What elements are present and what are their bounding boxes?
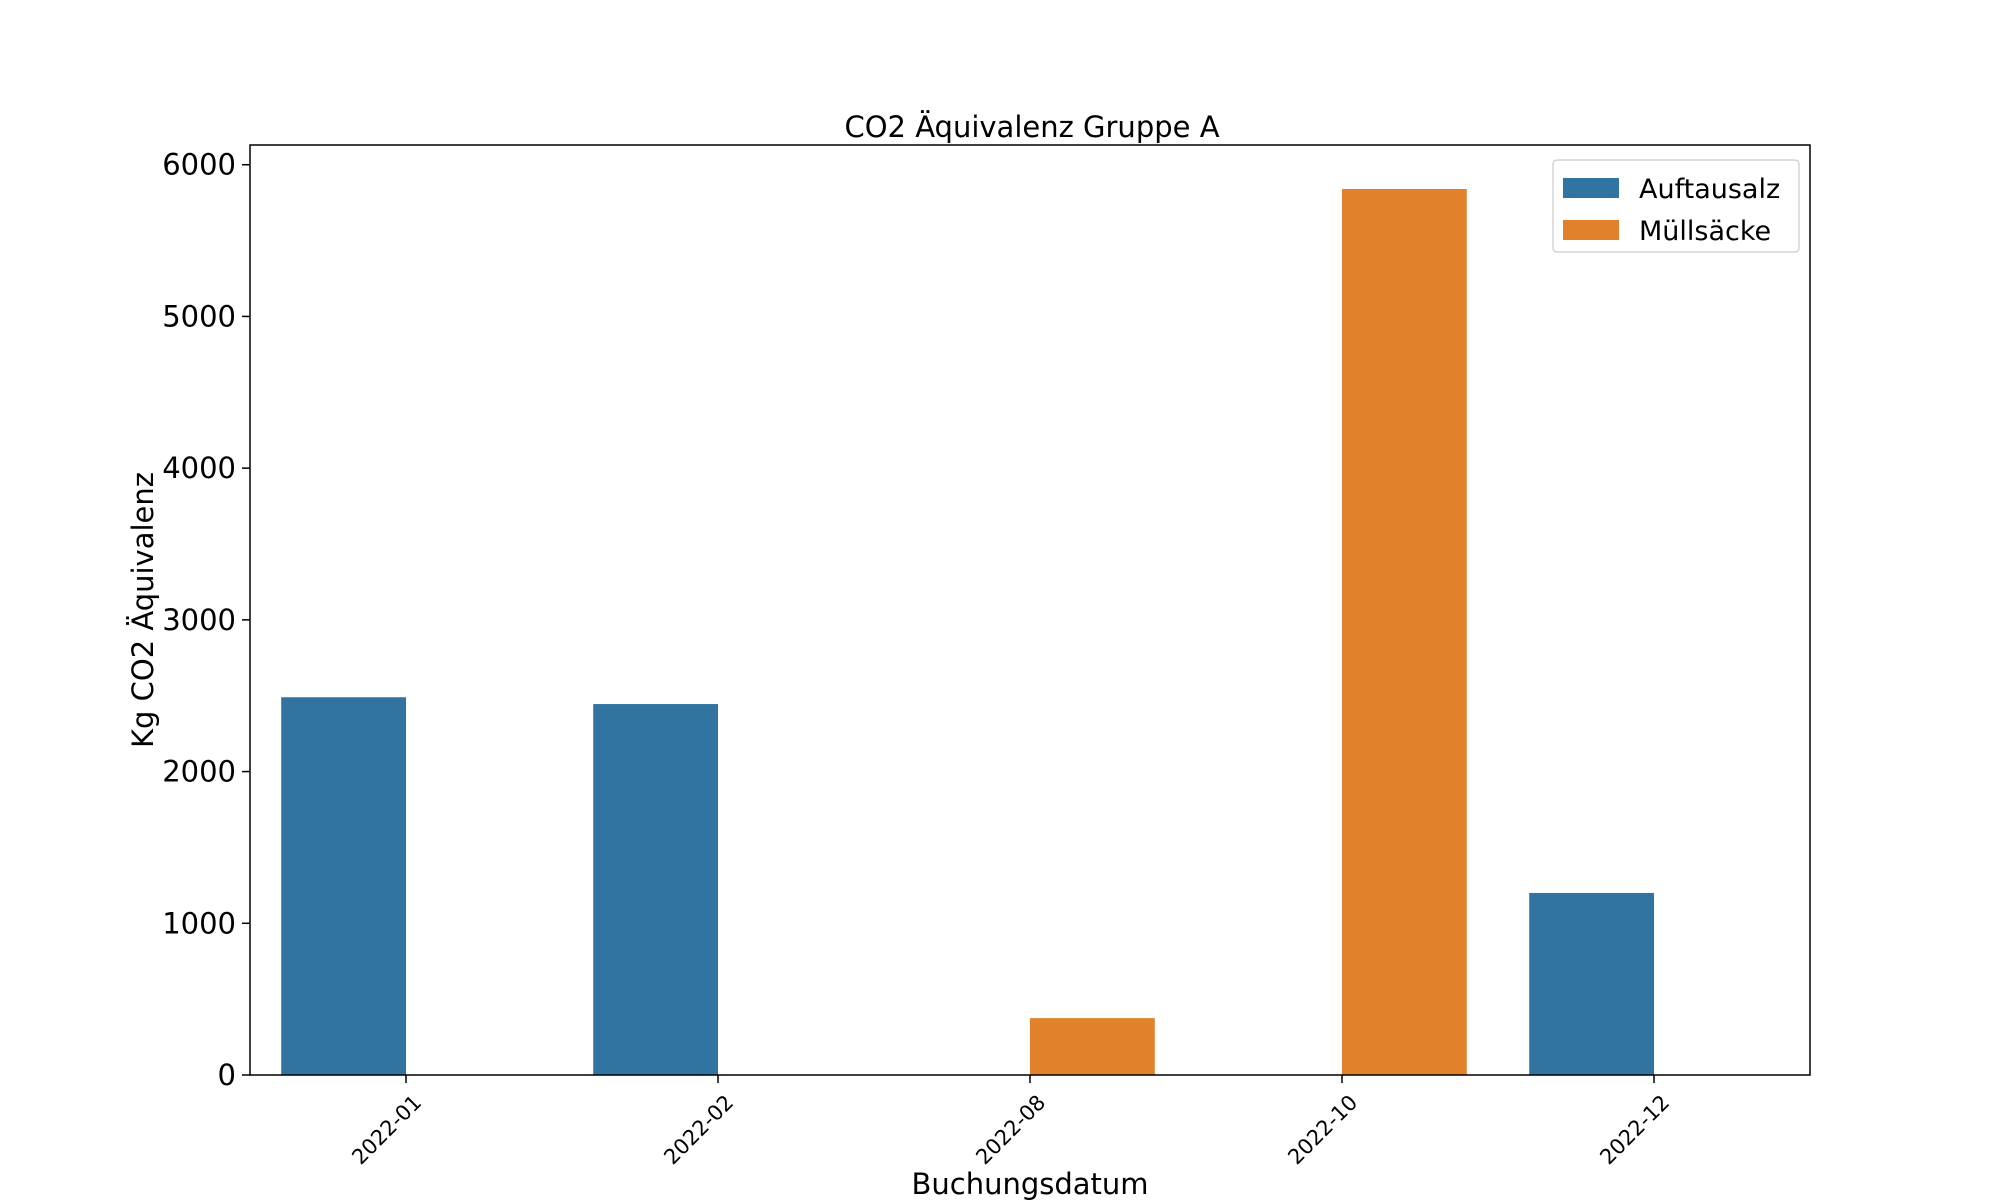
x-tick-label: 2022-12 xyxy=(1595,1090,1674,1169)
x-tick-label: 2022-02 xyxy=(659,1090,738,1169)
x-tick-label: 2022-10 xyxy=(1283,1090,1362,1169)
y-axis: 0 1000 2000 3000 4000 5000 6000 xyxy=(162,148,250,1092)
y-tick-label: 3000 xyxy=(162,603,236,637)
y-axis-label: Kg CO2 Äquivalenz xyxy=(126,472,160,748)
legend-label: Müllsäcke xyxy=(1639,216,1771,247)
y-tick-label: 1000 xyxy=(162,906,236,940)
y-tick-label: 0 xyxy=(218,1058,236,1092)
y-tick-label: 6000 xyxy=(162,148,236,182)
y-tick-label: 2000 xyxy=(162,755,236,789)
legend-swatch xyxy=(1563,178,1619,198)
y-tick-label: 4000 xyxy=(162,451,236,485)
x-axis-label: Buchungsdatum xyxy=(911,1167,1148,1200)
legend-swatch xyxy=(1563,220,1619,240)
legend: Auftausalz Müllsäcke xyxy=(1552,159,1800,253)
bars xyxy=(281,188,1654,1076)
x-tick-label: 2022-08 xyxy=(971,1090,1050,1169)
bar-m-lls-cke-2022-10 xyxy=(1342,188,1467,1076)
bar-auftausalz-2022-12 xyxy=(1529,892,1654,1075)
legend-label: Auftausalz xyxy=(1639,174,1780,205)
bar-auftausalz-2022-02 xyxy=(593,704,718,1075)
chart-title: CO2 Äquivalenz Gruppe A xyxy=(844,110,1219,144)
x-axis: 2022-01 2022-02 2022-08 2022-10 2022-12 xyxy=(347,1075,1674,1169)
bar-m-lls-cke-2022-08 xyxy=(1030,1018,1155,1075)
x-tick-label: 2022-01 xyxy=(347,1090,426,1169)
y-tick-label: 5000 xyxy=(162,299,236,333)
bar-auftausalz-2022-01 xyxy=(281,697,406,1075)
